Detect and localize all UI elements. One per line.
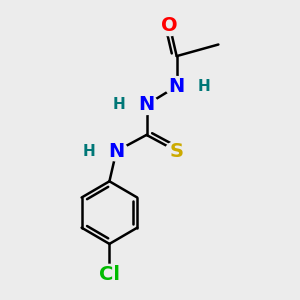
Ellipse shape bbox=[135, 95, 158, 115]
Ellipse shape bbox=[158, 16, 181, 36]
Ellipse shape bbox=[105, 142, 128, 161]
Text: N: N bbox=[138, 95, 154, 114]
Ellipse shape bbox=[98, 264, 121, 284]
Text: H: H bbox=[113, 97, 126, 112]
Text: O: O bbox=[161, 16, 178, 35]
Text: H: H bbox=[83, 144, 95, 159]
Text: Cl: Cl bbox=[99, 265, 120, 284]
Text: N: N bbox=[169, 77, 185, 96]
Ellipse shape bbox=[165, 76, 188, 96]
Text: N: N bbox=[108, 142, 124, 161]
Ellipse shape bbox=[119, 100, 133, 110]
Text: S: S bbox=[170, 142, 184, 161]
Text: H: H bbox=[197, 79, 210, 94]
Ellipse shape bbox=[88, 146, 103, 156]
Ellipse shape bbox=[165, 142, 188, 161]
Ellipse shape bbox=[190, 82, 205, 91]
